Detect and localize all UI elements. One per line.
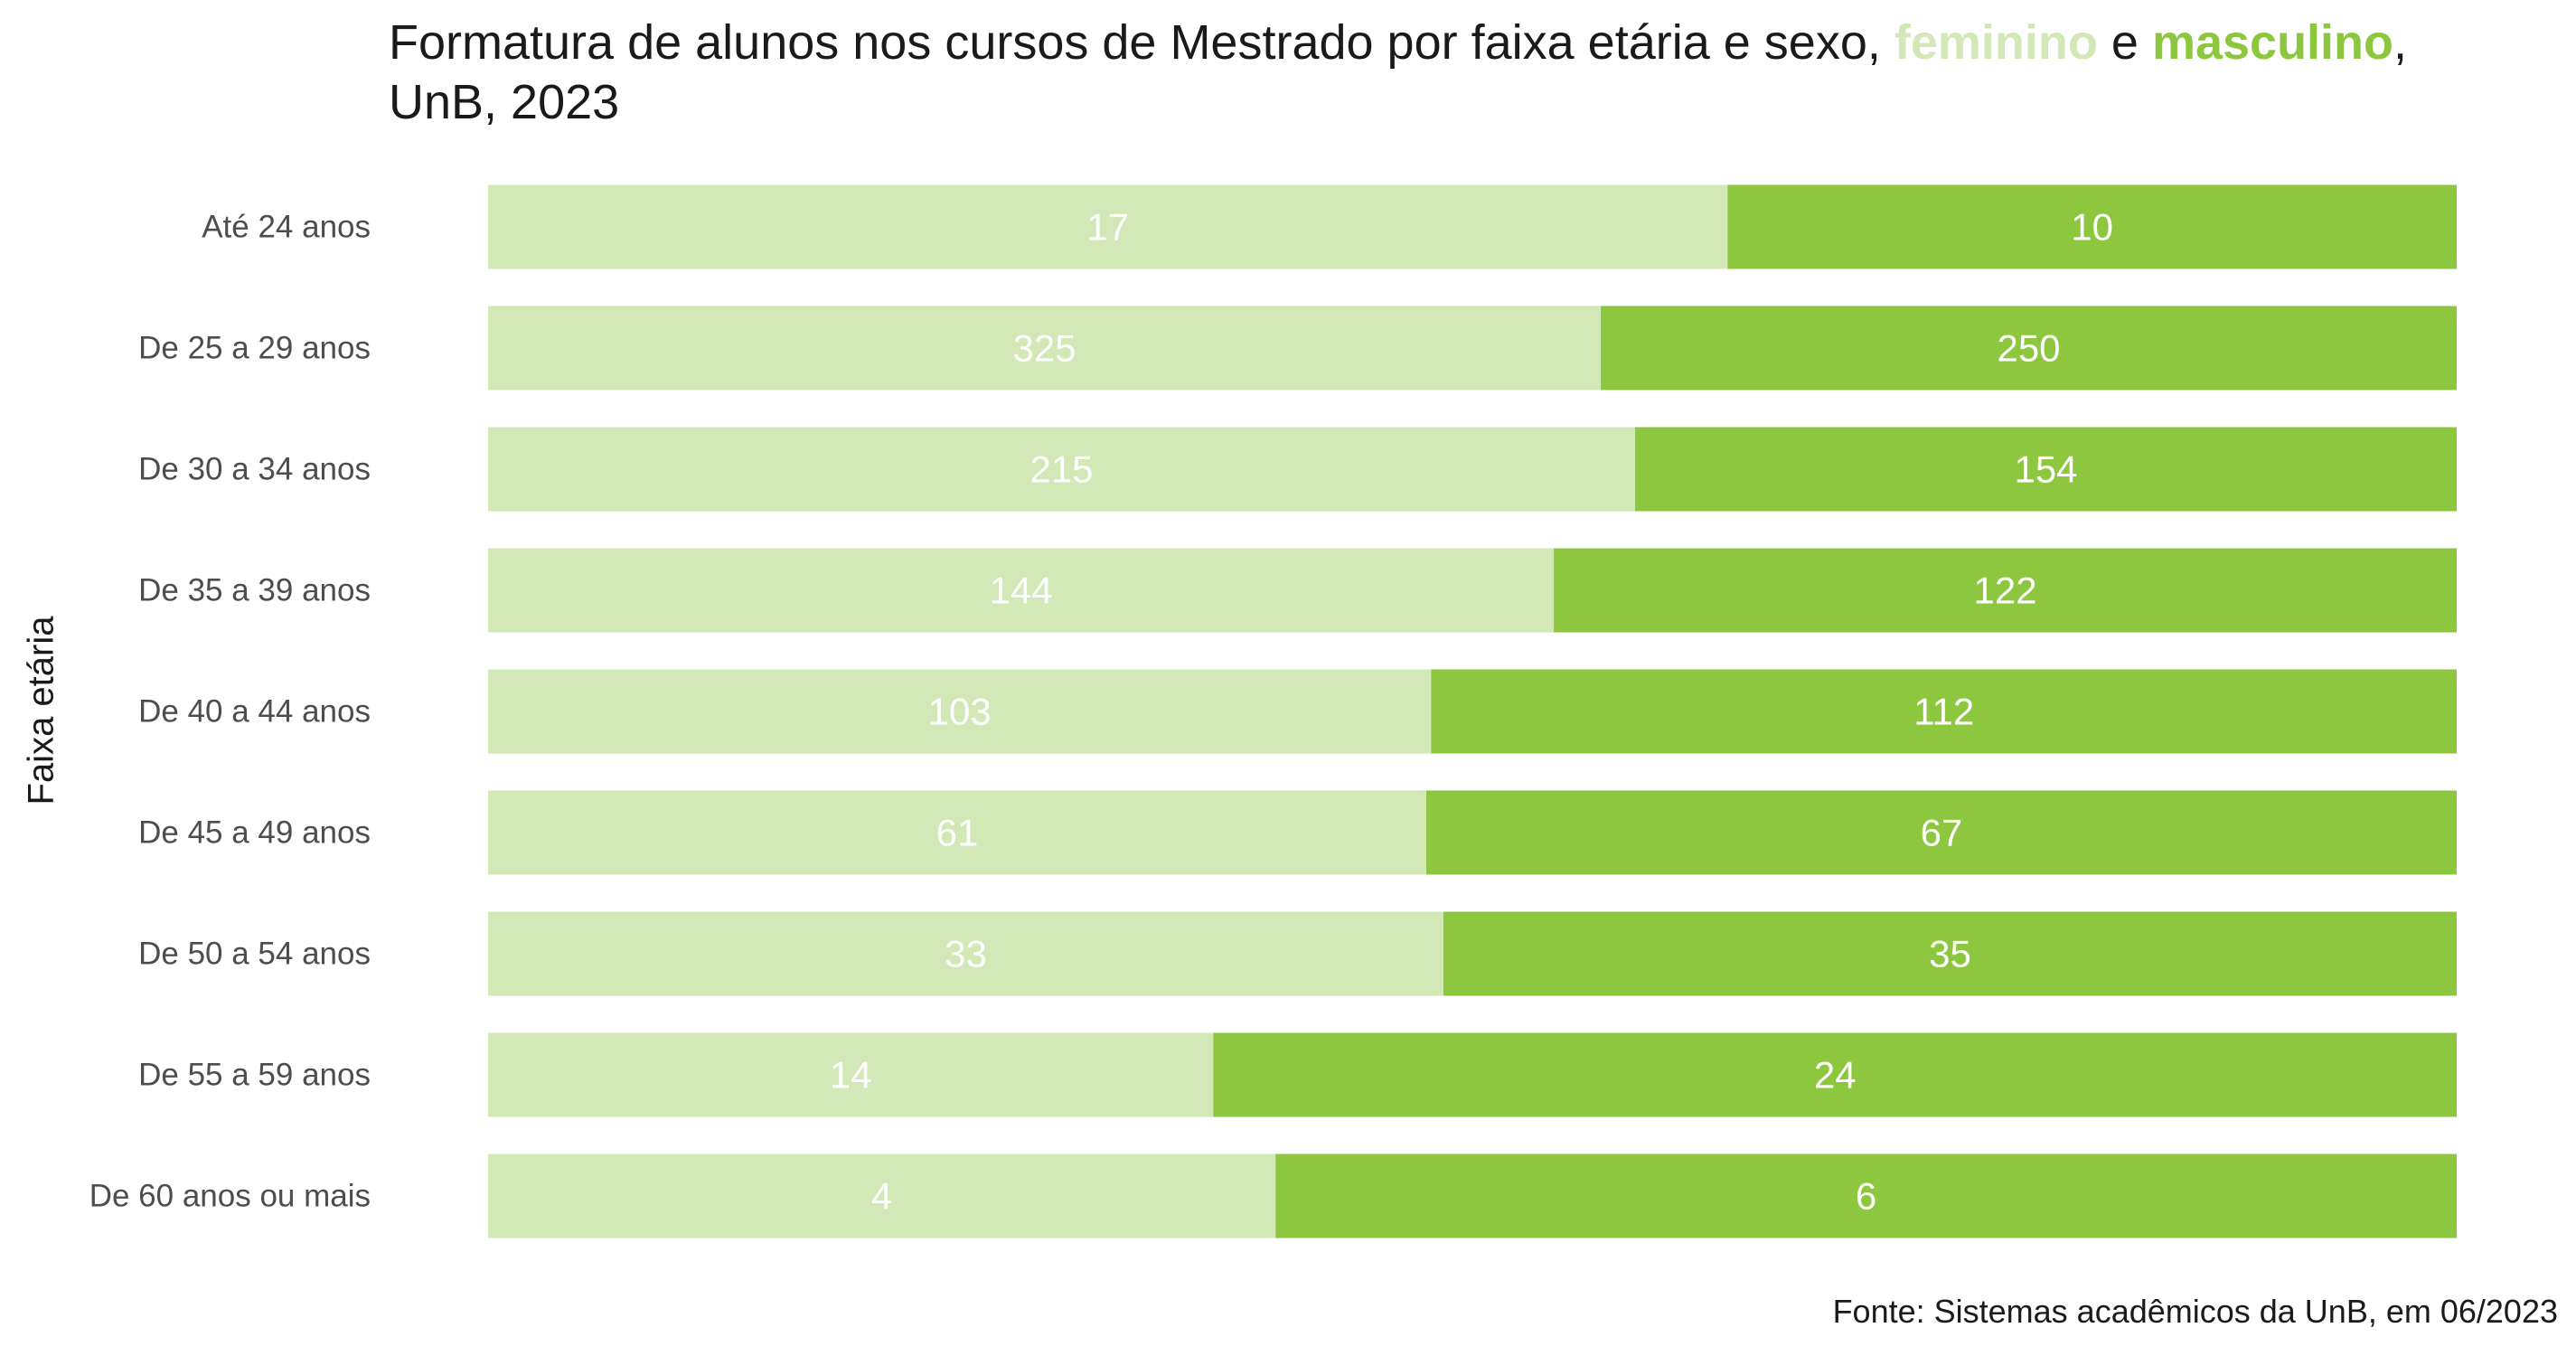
title-feminino: feminino xyxy=(1894,15,2098,70)
bar-masculino-de-40-a-44-anos xyxy=(1431,669,2457,754)
data-label-feminino-de-55-a-59-anos: 14 xyxy=(830,1054,872,1097)
data-label-masculino-de-50-a-54-anos: 35 xyxy=(1929,933,1971,975)
y-tick-label-de-45-a-49-anos: De 45 a 49 anos xyxy=(138,815,371,851)
data-label-feminino-de-50-a-54-anos: 33 xyxy=(945,933,987,975)
bar-feminino-de-35-a-39-anos xyxy=(488,548,1555,633)
data-label-masculino-de-30-a-34-anos: 154 xyxy=(2014,448,2077,491)
bar-masculino-de-60-anos-ou-mais xyxy=(1275,1154,2457,1238)
bar-feminino-de-45-a-49-anos xyxy=(488,790,1426,875)
chart-title: Formatura de alunos nos cursos de Mestra… xyxy=(389,13,2495,132)
y-tick-label-de-25-a-29-anos: De 25 a 29 anos xyxy=(138,331,371,366)
bar-masculino-de-25-a-29-anos xyxy=(1601,306,2457,391)
y-tick-label-de-30-a-34-anos: De 30 a 34 anos xyxy=(138,452,371,487)
bar-masculino-de-45-a-49-anos xyxy=(1425,790,2457,875)
bar-masculino-de-30-a-34-anos xyxy=(1635,427,2457,512)
data-label-feminino-ate-24-anos: 17 xyxy=(1086,206,1129,249)
data-label-masculino-de-45-a-49-anos: 67 xyxy=(1921,812,1963,854)
data-label-feminino-de-30-a-34-anos: 215 xyxy=(1029,448,1093,491)
y-tick-label-de-55-a-59-anos: De 55 a 59 anos xyxy=(138,1058,371,1093)
data-label-feminino-de-35-a-39-anos: 144 xyxy=(989,570,1052,612)
bar-feminino-de-60-anos-ou-mais xyxy=(488,1154,1276,1238)
data-label-masculino-de-55-a-59-anos: 24 xyxy=(1814,1054,1857,1097)
y-tick-label-de-35-a-39-anos: De 35 a 39 anos xyxy=(138,573,371,608)
title-masculino: masculino xyxy=(2151,15,2394,70)
bar-feminino-de-55-a-59-anos xyxy=(488,1032,1214,1117)
data-label-masculino-de-25-a-29-anos: 250 xyxy=(1997,327,2060,370)
bar-feminino-de-30-a-34-anos xyxy=(488,427,1636,512)
y-tick-label-de-60-anos-ou-mais: De 60 anos ou mais xyxy=(89,1179,371,1214)
y-tick-label-de-50-a-54-anos: De 50 a 54 anos xyxy=(138,937,371,972)
data-label-feminino-de-25-a-29-anos: 325 xyxy=(1012,327,1076,370)
bar-masculino-de-35-a-39-anos xyxy=(1554,548,2457,633)
bar-masculino-de-50-a-54-anos xyxy=(1443,911,2457,996)
title-main: Formatura de alunos nos cursos de Mestra… xyxy=(389,15,1881,70)
data-label-masculino-de-60-anos-ou-mais: 6 xyxy=(1856,1175,1876,1218)
title-line2: UnB, 2023 xyxy=(389,75,620,129)
bar-masculino-ate-24-anos xyxy=(1727,184,2457,269)
bar-feminino-de-50-a-54-anos xyxy=(488,911,1443,996)
bar-masculino-de-55-a-59-anos xyxy=(1213,1032,2457,1117)
data-label-feminino-de-40-a-44-anos: 103 xyxy=(928,691,992,733)
data-label-masculino-de-40-a-44-anos: 112 xyxy=(1913,691,1974,733)
bar-feminino-de-25-a-29-anos xyxy=(488,306,1602,391)
source-caption: Fonte: Sistemas acadêmicos da UnB, em 06… xyxy=(1832,1293,2558,1330)
y-tick-label-de-40-a-44-anos: De 40 a 44 anos xyxy=(138,694,371,730)
data-label-masculino-de-35-a-39-anos: 122 xyxy=(1973,570,2036,612)
data-label-masculino-ate-24-anos: 10 xyxy=(2071,206,2113,249)
data-label-feminino-de-45-a-49-anos: 61 xyxy=(936,812,979,854)
title-comma: , xyxy=(2393,15,2408,70)
y-tick-label-ate-24-anos: Até 24 anos xyxy=(202,210,371,245)
title-and: e xyxy=(2111,15,2139,70)
data-label-feminino-de-60-anos-ou-mais: 4 xyxy=(871,1175,892,1218)
bar-feminino-de-40-a-44-anos xyxy=(488,669,1432,754)
bar-feminino-ate-24-anos xyxy=(488,184,1728,269)
